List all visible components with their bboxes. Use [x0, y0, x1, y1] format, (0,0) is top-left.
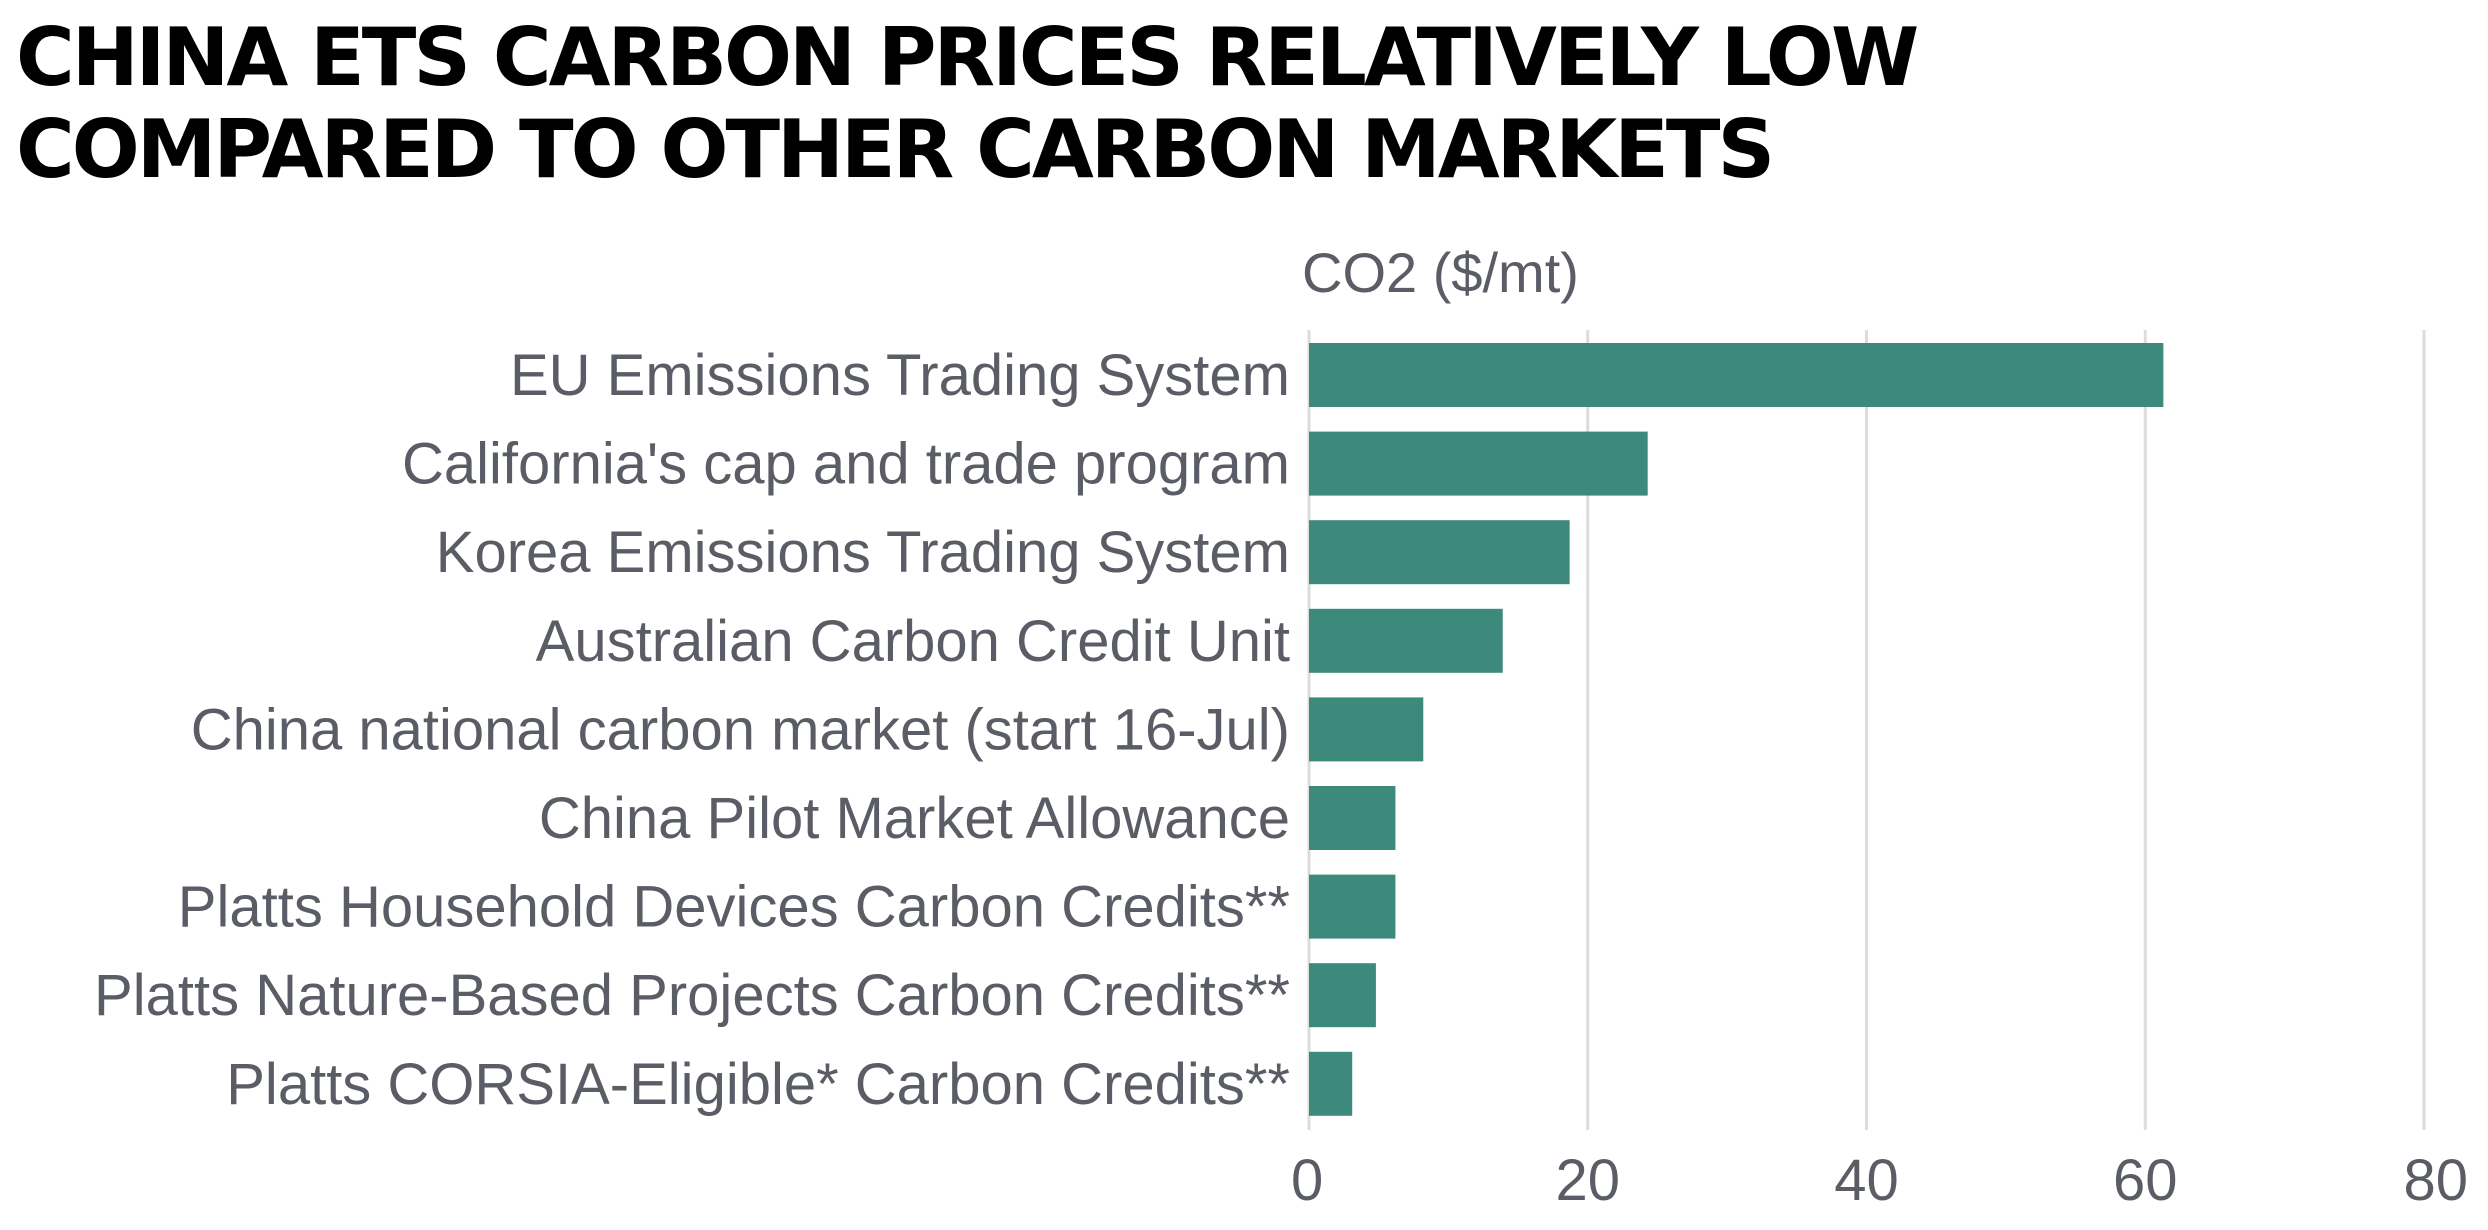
x-tick-label-60: 60: [2113, 1148, 2178, 1213]
category-labels: EU Emissions Trading System California's …: [94, 343, 1290, 1117]
bars: [1309, 343, 2164, 1116]
bar-3: [1309, 608, 1503, 673]
x-tick-label-80: 80: [2403, 1148, 2468, 1213]
category-label-4: China national carbon market (start 16-J…: [191, 697, 1290, 762]
bar-5: [1309, 786, 1396, 850]
x-tick-label-40: 40: [1834, 1148, 1899, 1213]
category-label-1: California's cap and trade program: [402, 432, 1290, 497]
bar-6: [1309, 874, 1396, 939]
category-label-0: EU Emissions Trading System: [510, 343, 1290, 408]
bar-7: [1309, 963, 1376, 1028]
bar-0: [1309, 343, 2164, 407]
chart-title: CHINA ETS CARBON PRICES RELATIVELY LOW C…: [16, 11, 1919, 196]
category-label-2: Korea Emissions Trading System: [436, 520, 1290, 585]
category-label-8: Platts CORSIA-Eligible* Carbon Credits**: [226, 1052, 1290, 1117]
x-tick-label-0: 0: [1291, 1148, 1323, 1213]
bar-8: [1309, 1051, 1353, 1116]
category-label-5: China Pilot Market Allowance: [539, 786, 1290, 851]
bar-2: [1309, 520, 1570, 585]
category-label-6: Platts Household Devices Carbon Credits*…: [178, 875, 1290, 940]
x-tick-labels: 0 20 40 60 80: [1291, 1148, 2468, 1213]
x-axis-unit-label: CO2 ($/mt): [1302, 241, 1579, 304]
bar-4: [1309, 697, 1424, 762]
x-tick-label-20: 20: [1555, 1148, 1620, 1213]
category-label-7: Platts Nature-Based Projects Carbon Cred…: [94, 963, 1290, 1028]
bar-1: [1309, 431, 1648, 496]
category-label-3: Australian Carbon Credit Unit: [536, 609, 1290, 674]
